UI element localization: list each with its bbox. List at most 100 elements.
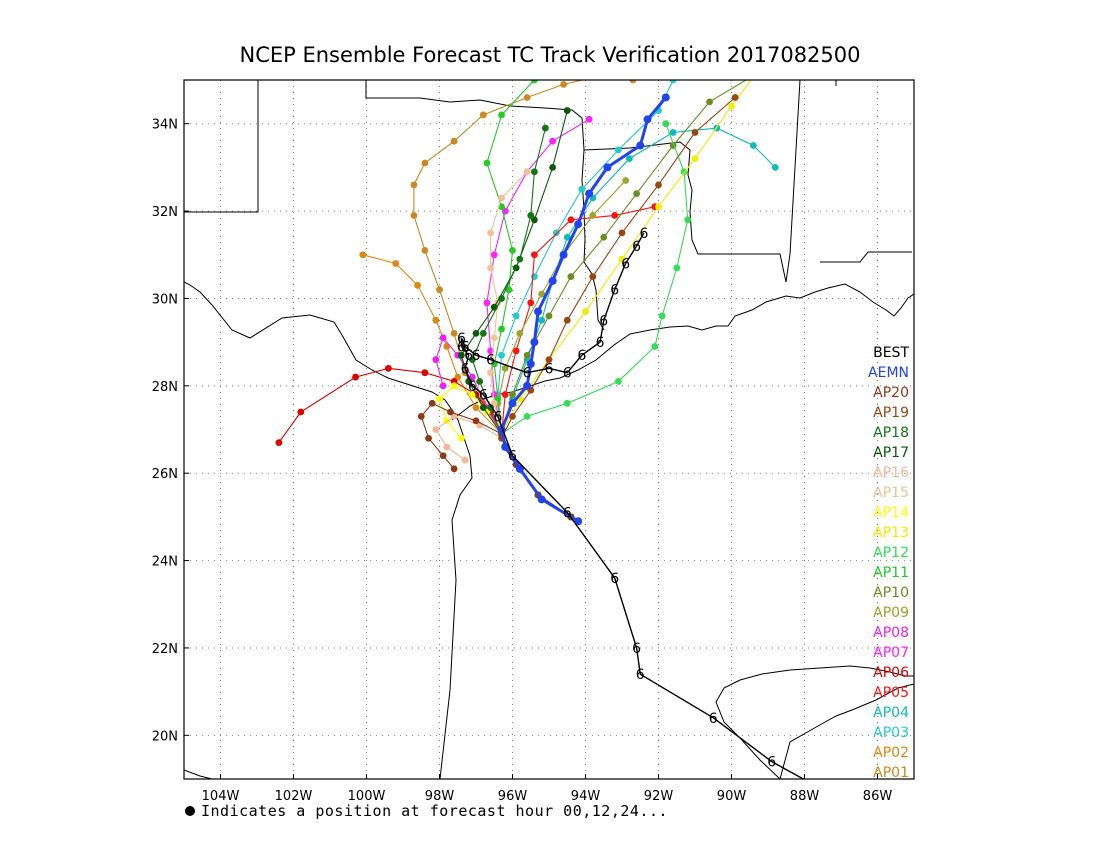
x-tick-label: 104W (202, 789, 240, 804)
us-state-borders (184, 80, 912, 331)
track-point-ap19 (618, 229, 626, 237)
track-point-ap01 (450, 329, 458, 337)
y-tick-label: 34N (152, 118, 178, 133)
track-point-ap07 (483, 299, 491, 307)
track-point-ap01 (450, 137, 458, 145)
track-point-ap20 (447, 408, 454, 416)
footnote-marker (185, 806, 195, 816)
track-point-ap04 (563, 233, 571, 241)
track-point-aemn (603, 163, 612, 172)
track-line-ap06 (278, 367, 572, 518)
x-tick-label: 90W (717, 789, 747, 804)
track-point-ap03 (614, 146, 622, 154)
track-point-ap05 (611, 212, 619, 219)
track-point-ap14 (458, 434, 465, 442)
track-point-ap02 (432, 316, 440, 324)
track-point-ap12 (658, 312, 666, 320)
track-point-aemn (574, 220, 583, 229)
track-point-ap19 (655, 181, 662, 189)
track-point-ap03 (531, 273, 538, 280)
best-track-point: 6 (563, 506, 572, 522)
track-point-ap10 (509, 391, 516, 398)
track-point-ap17 (472, 329, 480, 337)
legend-entry-ap03: AP03 (873, 725, 909, 741)
track-point-ap12 (684, 216, 692, 224)
footnote-text: Indicates a position at forecast hour 00… (201, 802, 668, 820)
track-point-ap14 (436, 395, 443, 403)
track-point-ap05 (567, 216, 575, 224)
track-point-ap13 (728, 102, 735, 110)
cuba-coastline (184, 769, 213, 779)
best-track-point: 6 (468, 379, 477, 395)
legend-entry-ap17: AP17 (873, 445, 909, 461)
track-point-ap01 (597, 72, 604, 79)
best-track-point: 6 (610, 283, 619, 299)
track-point-ap09 (538, 290, 546, 298)
track-point-ap06 (297, 408, 305, 416)
track-point-aemn (523, 381, 532, 390)
track-point-ap02 (443, 343, 451, 350)
y-tick-label: 28N (152, 380, 178, 395)
track-point-ap15 (487, 369, 494, 377)
best-track-point: 6 (636, 667, 645, 683)
track-point-ap13 (582, 308, 589, 315)
track-point-ap18 (516, 255, 524, 263)
mexico-gulf-coastline (184, 281, 473, 779)
grid-lines (184, 80, 914, 779)
track-point-ap11 (498, 111, 505, 119)
track-point-aemn (515, 464, 524, 473)
x-tick-label: 98W (425, 789, 455, 804)
track-point-aemn (559, 250, 568, 259)
track-point-ap18 (541, 124, 549, 132)
legend-entry-aemn: AEMN (868, 365, 909, 381)
best-track-point: 6 (493, 409, 502, 425)
track-point-ap16 (443, 443, 451, 451)
legend-entry-ap09: AP09 (873, 605, 909, 621)
track-point-ap17 (549, 163, 557, 171)
legend-entry-ap19: AP19 (873, 405, 909, 421)
legend-entry-ap13: AP13 (873, 525, 909, 541)
track-point-ap10 (545, 312, 553, 320)
track-point-ap16 (461, 456, 469, 464)
track-point-ap20 (425, 434, 432, 442)
track-point-ap01 (560, 80, 567, 88)
track-point-ap01 (410, 212, 418, 219)
plot-frame (183, 79, 915, 780)
track-line-ap18 (471, 127, 572, 518)
track-point-ap20 (439, 452, 447, 460)
track-point-ap09 (516, 329, 524, 337)
track-point-ap01 (421, 246, 429, 254)
track-ap14 (436, 382, 575, 521)
legend-entry-ap07: AP07 (873, 645, 909, 661)
best-track-point: 6 (461, 339, 470, 355)
track-point-ap03 (578, 185, 586, 193)
track-point-ap05 (531, 251, 538, 259)
track-point-ap18 (479, 329, 487, 337)
track-point-ap17 (563, 107, 571, 114)
best-track-point: 6 (596, 335, 605, 351)
best-track-point: 6 (523, 366, 532, 382)
track-point-ap03 (669, 80, 677, 84)
legend-entry-ap15: AP15 (873, 485, 909, 501)
track-point-ap15 (523, 168, 531, 176)
legend-entry-ap11: AP11 (873, 565, 909, 581)
best-track-point: 6 (599, 313, 608, 329)
track-point-ap09 (589, 212, 597, 219)
track-point-ap08 (439, 334, 447, 342)
yucatan-peninsula (715, 665, 914, 779)
track-point-ap03 (498, 351, 505, 359)
track-point-aemn (534, 307, 543, 316)
track-point-ap03 (512, 312, 520, 320)
track-point-ap17 (458, 351, 465, 359)
track-point-ap14 (450, 382, 458, 390)
best-track-point: 6 (767, 755, 776, 771)
track-point-ap02 (359, 251, 367, 259)
track-ap04 (498, 124, 779, 521)
legend-entry-ap06: AP06 (873, 665, 909, 681)
best-track-point: 6 (577, 348, 586, 364)
track-ap10 (498, 80, 748, 521)
track-ap18 (468, 124, 575, 521)
track-point-ap16 (432, 426, 440, 433)
